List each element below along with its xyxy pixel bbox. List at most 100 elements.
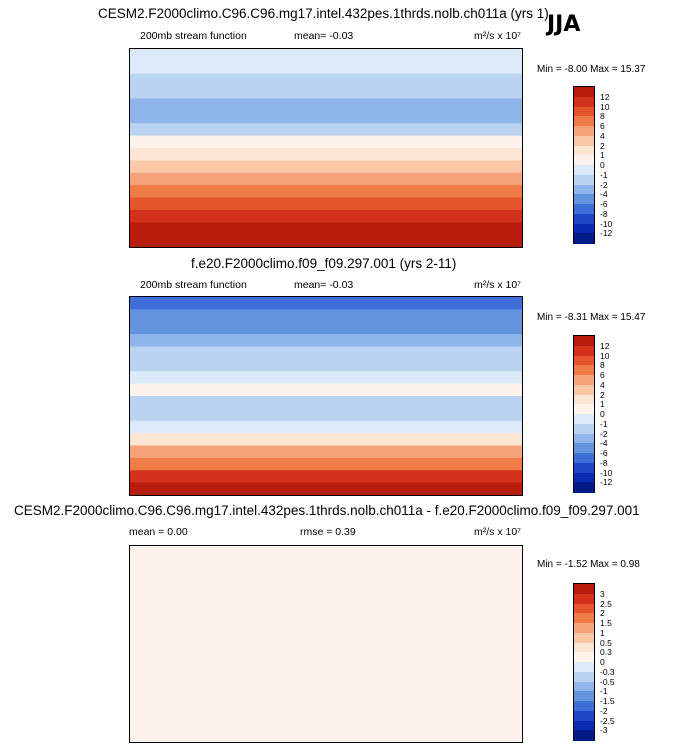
colorbar-tick-label: 1 (600, 150, 605, 161)
colorbar-box (574, 233, 594, 244)
field-band (130, 61, 522, 75)
colorbar-tick-label: 0 (600, 160, 605, 170)
field-band (130, 123, 522, 137)
colorbar-box (574, 223, 594, 234)
colorbar-box (574, 423, 594, 434)
field-band (130, 717, 522, 731)
field-band (130, 668, 522, 682)
field-band (130, 570, 522, 584)
field-band (130, 234, 522, 247)
colorbar-tick-label: -2 (600, 705, 608, 716)
colorbar-tick-label: -8 (600, 457, 608, 468)
colorbar-tick-label: 0 (600, 409, 605, 419)
colorbar-box (574, 603, 594, 614)
field-band (130, 396, 522, 409)
panel-3-contour-field (130, 546, 522, 742)
field-band (130, 222, 522, 236)
colorbar-tick-label: 10 (600, 101, 610, 112)
panel-1-left-label: 200mb stream function (140, 30, 247, 42)
field-band (130, 160, 522, 174)
panel-3-minmax: Min = -1.52 Max = 0.98 (537, 559, 640, 570)
colorbar-tick-label: 8 (600, 360, 605, 371)
colorbar-tick-label: 2.5 (600, 598, 612, 609)
panel-3-rmse: rmse = 0.39 (300, 526, 356, 538)
field-band (130, 482, 522, 495)
field-band (130, 309, 522, 323)
field-band (130, 558, 522, 572)
colorbar-tick-label: -1.5 (600, 696, 615, 706)
field-band (130, 546, 522, 559)
field-band (130, 470, 522, 484)
field-band (130, 334, 522, 348)
field-band (130, 693, 522, 706)
panel-2-units: m²/s x 10⁷ (474, 279, 521, 291)
field-band (130, 445, 522, 459)
colorbar-tick-label: 6 (600, 370, 605, 380)
field-band (130, 656, 522, 670)
field-band (130, 433, 522, 447)
colorbar-box (574, 642, 594, 653)
field-band (130, 209, 522, 223)
colorbar-box (574, 433, 594, 444)
colorbar-box (574, 462, 594, 473)
field-band (130, 358, 522, 372)
colorbar-box (574, 472, 594, 483)
field-band (130, 383, 522, 397)
colorbar-box (574, 375, 594, 386)
colorbar-box (574, 174, 594, 185)
field-band (130, 172, 522, 186)
colorbar-box (574, 165, 594, 176)
panel-2-map (129, 296, 523, 496)
colorbar-box (574, 384, 594, 395)
colorbar-tick-label: -4 (600, 438, 608, 449)
colorbar-tick-label: -1 (600, 418, 608, 429)
colorbar-box (574, 404, 594, 415)
field-band (130, 582, 522, 596)
field-band (130, 110, 522, 124)
colorbar-box (574, 96, 594, 107)
field-band (130, 631, 522, 645)
panel-2-mean: mean= -0.03 (294, 279, 354, 291)
colorbar-tick-label: 6 (600, 121, 605, 131)
colorbar-tick-label: 2 (600, 140, 605, 151)
colorbar-tick-label: 2 (600, 608, 605, 619)
panel-3-colorbar: 3 2.5 2 1.5 1 0.5 0.3 0 -0.3 -0.5 -1 -1.5 -2 -2.5 -3 (573, 583, 615, 741)
field-band (130, 607, 522, 621)
colorbar-box (574, 355, 594, 366)
panel-3-mean: mean = 0.00 (129, 526, 188, 538)
colorbar-tick-label: -1 (600, 686, 608, 697)
colorbar-tick-label: 3 (600, 588, 605, 599)
colorbar-tick-label: 1 (600, 627, 605, 638)
colorbar-box (574, 414, 594, 425)
colorbar-box (574, 155, 594, 166)
panel-1-map (129, 48, 523, 248)
colorbar-box (574, 106, 594, 117)
colorbar-box (574, 345, 594, 356)
colorbar-box (574, 135, 594, 146)
field-band (130, 619, 522, 633)
colorbar-box (574, 593, 594, 604)
colorbar-box (574, 613, 594, 624)
colorbar-box (574, 652, 594, 663)
panel-1-contour-field (130, 49, 522, 247)
panel-3-units: m²/s x 10⁷ (474, 526, 521, 538)
colorbar-tick-label: 2 (600, 389, 605, 400)
panel-2-title: f.e20.F2000climo.f09_f09.297.001 (yrs 2-… (191, 256, 457, 271)
field-band (130, 321, 522, 335)
panel-2-colorbar: 12 10 8 6 4 2 1 0 -1 -2 -4 -6 -8 -10 -12 (573, 335, 612, 493)
colorbar-tick-label: 8 (600, 111, 605, 122)
season-label: JJA (547, 12, 581, 37)
panel-1-minmax: Min = -8.00 Max = 15.37 (537, 64, 646, 75)
panel-2-left-label: 200mb stream function (140, 279, 247, 291)
panel-1-units: m²/s x 10⁷ (474, 30, 521, 42)
field-band (130, 185, 522, 199)
field-band (130, 705, 522, 719)
field-band (130, 197, 522, 211)
colorbar-tick-label: 0.5 (600, 637, 612, 648)
colorbar-box (574, 691, 594, 702)
colorbar-tick-label: -2.5 (600, 715, 615, 726)
colorbar-box (574, 584, 594, 595)
colorbar-tick-label: 12 (600, 91, 610, 102)
colorbar-box (574, 671, 594, 682)
panel-1-colorbar: 12 10 8 6 4 2 1 0 -1 -2 -4 -6 -8 -10 -12 (573, 86, 612, 244)
